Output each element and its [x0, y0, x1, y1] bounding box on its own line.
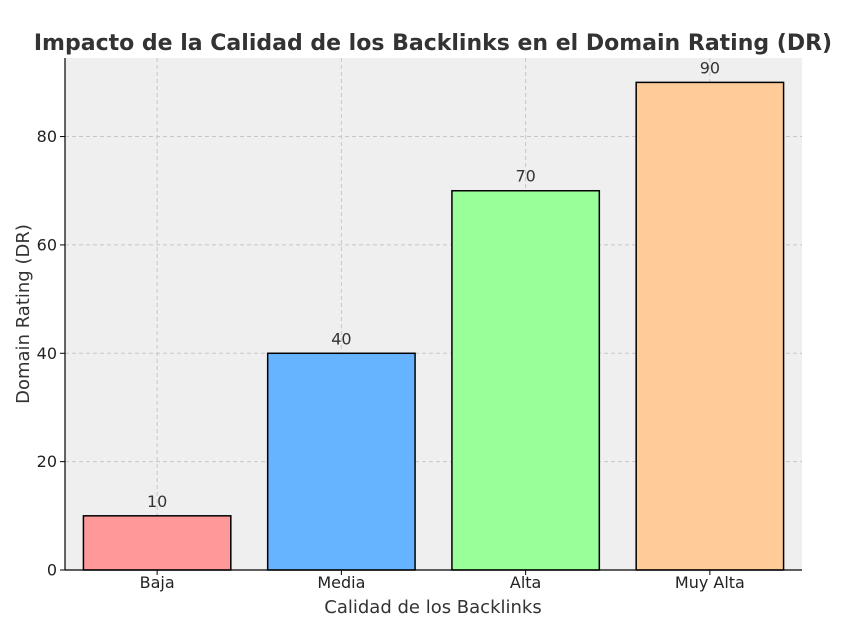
data-label: 70 [515, 167, 535, 186]
chart-title: Impacto de la Calidad de los Backlinks e… [34, 31, 832, 56]
bar-muy-alta [635, 81, 785, 571]
y-tick-label: 40 [37, 344, 57, 363]
data-label: 90 [700, 58, 720, 77]
y-tick-label: 0 [47, 561, 57, 580]
y-axis-label: Domain Rating (DR) [13, 224, 34, 404]
x-axis-label: Calidad de los Backlinks [324, 597, 541, 618]
data-label: 40 [331, 329, 351, 348]
y-tick-label: 20 [37, 452, 57, 471]
x-tick-label: Alta [510, 573, 541, 592]
x-tick-label: Baja [140, 573, 175, 592]
x-tick-label: Media [317, 573, 365, 592]
data-label: 10 [147, 492, 167, 511]
y-tick-label: 60 [37, 235, 57, 254]
x-tick-label: Muy Alta [675, 573, 745, 592]
bar-alta [451, 189, 601, 571]
y-tick-label: 80 [37, 127, 57, 146]
bar-media [266, 352, 416, 571]
bar-baja [82, 515, 232, 571]
